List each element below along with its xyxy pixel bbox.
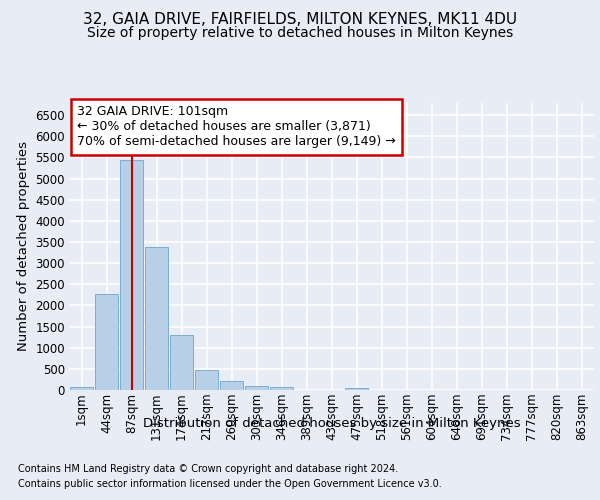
Bar (195, 370, 218, 390)
Bar (270, 388, 293, 390)
Bar (245, 386, 268, 390)
Bar (70, 387, 93, 390)
Text: Contains public sector information licensed under the Open Government Licence v3: Contains public sector information licen… (18, 479, 442, 489)
Bar (220, 381, 243, 390)
Bar (145, 247, 168, 390)
Bar (170, 336, 193, 390)
Bar (95, 294, 118, 390)
Text: Contains HM Land Registry data © Crown copyright and database right 2024.: Contains HM Land Registry data © Crown c… (18, 464, 398, 474)
Bar (120, 160, 143, 390)
Text: Distribution of detached houses by size in Milton Keynes: Distribution of detached houses by size … (143, 418, 521, 430)
Text: 32 GAIA DRIVE: 101sqm
← 30% of detached houses are smaller (3,871)
70% of semi-d: 32 GAIA DRIVE: 101sqm ← 30% of detached … (77, 106, 395, 148)
Y-axis label: Number of detached properties: Number of detached properties (17, 141, 29, 352)
Bar (345, 388, 368, 390)
Text: Size of property relative to detached houses in Milton Keynes: Size of property relative to detached ho… (87, 26, 513, 40)
Text: 32, GAIA DRIVE, FAIRFIELDS, MILTON KEYNES, MK11 4DU: 32, GAIA DRIVE, FAIRFIELDS, MILTON KEYNE… (83, 12, 517, 28)
